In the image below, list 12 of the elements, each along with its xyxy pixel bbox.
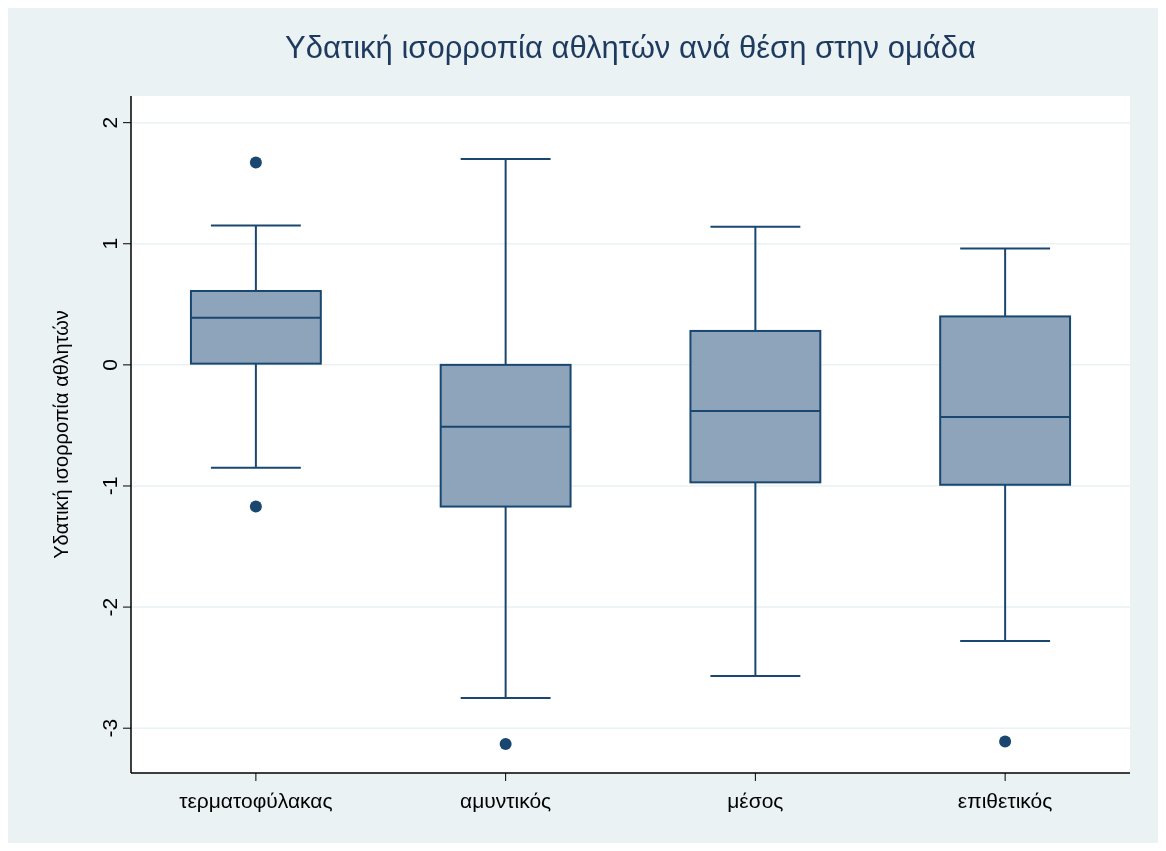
x-tick-label: τερματοφύλακας bbox=[179, 789, 333, 812]
x-tick-label: επιθετικός bbox=[957, 789, 1053, 812]
chart-title: Υδατική ισορροπία αθλητών ανά θέση στην ομάδα bbox=[285, 30, 976, 65]
y-tick-label: 2 bbox=[98, 116, 121, 129]
y-tick-label: -3 bbox=[98, 718, 121, 738]
y-tick-label: -2 bbox=[98, 597, 121, 617]
x-tick-label: αμυντικός bbox=[460, 789, 552, 812]
y-tick-label: -1 bbox=[98, 476, 121, 496]
y-tick-label: 1 bbox=[98, 237, 121, 250]
y-axis-title: Υδατική ισορροπία αθλητών bbox=[50, 310, 72, 559]
y-tick-label: 0 bbox=[98, 359, 121, 371]
x-tick-label: μέσος bbox=[727, 789, 784, 812]
